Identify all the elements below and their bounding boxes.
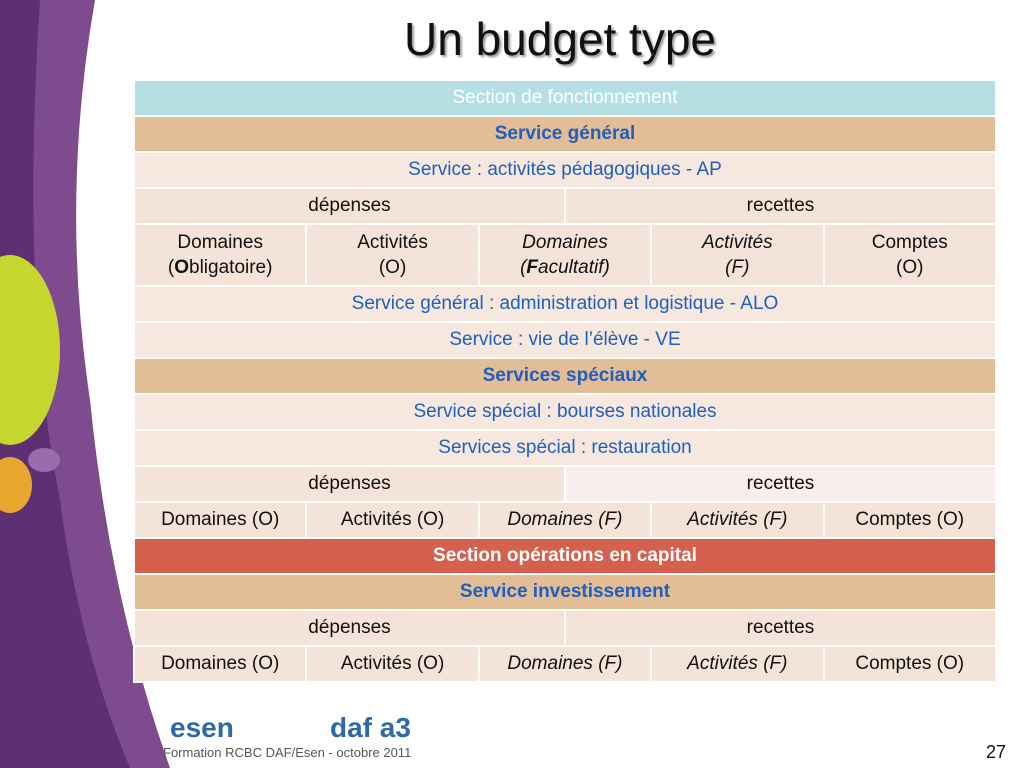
text-segment: bligatoire) — [189, 257, 273, 278]
text-segment: ( — [520, 257, 527, 278]
table-row: dépenses recettes — [133, 465, 998, 503]
budget-table: Section de fonctionnement Service général… — [132, 79, 998, 683]
table-row: Domaines (O) Activités (O) Domaines (F) Act… — [132, 501, 997, 539]
table-row: dépenses recettes — [133, 187, 998, 225]
cell-line: (F) — [725, 257, 750, 278]
table-row: Service investissement — [133, 573, 997, 611]
table-row: Section opérations en capital — [133, 537, 997, 575]
table-cell: Comptes (O) — [822, 501, 997, 539]
table-cell: Domaines (F) — [477, 501, 653, 539]
table-cell: Domaines (Obligatoire) — [132, 223, 308, 287]
table-row: Section de fonctionnement — [133, 79, 997, 117]
table-cell: Activités (F) — [650, 501, 825, 539]
violet-dot — [28, 448, 60, 472]
table-row: Service : activités pédagogiques - AP — [133, 151, 997, 189]
table-cell: dépenses — [133, 465, 566, 503]
lime-circle — [0, 255, 60, 445]
table-row: Service spécial : bourses nationales — [133, 393, 997, 431]
text-segment: O — [174, 257, 190, 278]
cell-line: Comptes — [871, 232, 948, 253]
table-row: dépenses recettes — [133, 609, 998, 647]
table-row: Service général — [133, 115, 997, 153]
table-cell: Services spécial : restauration — [133, 429, 997, 467]
text-segment: ( — [167, 257, 175, 278]
table-cell: dépenses — [133, 187, 566, 225]
table-cell: Section de fonctionnement — [133, 79, 997, 117]
table-row: Services spéciaux — [133, 357, 997, 395]
table-cell: Activités (O) — [305, 223, 480, 287]
table-cell: Comptes (O) — [822, 223, 997, 287]
text-segment: F — [526, 257, 538, 278]
table-cell: Domaines (O) — [132, 501, 308, 539]
logo-daf: daf a3 — [330, 712, 411, 743]
table-cell: Domaines (F) — [477, 645, 653, 683]
cell-line: Domaines — [177, 232, 263, 253]
table-cell: Section opérations en capital — [133, 537, 997, 575]
table-cell: Activités (F) — [650, 645, 825, 683]
cell-line: Activités — [357, 232, 428, 253]
table-row: Service : vie de l’élève - VE — [133, 321, 997, 359]
table-row: Domaines (O) Activités (O) Domaines (F) Act… — [132, 645, 997, 683]
orange-circle — [0, 457, 32, 513]
table-cell: Service investissement — [133, 573, 997, 611]
cell-line: (O) — [896, 257, 924, 278]
table-cell: recettes — [563, 187, 998, 225]
cell-line: Activités — [701, 232, 773, 253]
table-cell: Service : activités pédagogiques - AP — [133, 151, 997, 189]
table-cell: Activités (O) — [305, 645, 480, 683]
table-cell: Activités (F) — [650, 223, 825, 287]
table-cell: recettes — [563, 609, 998, 647]
table-cell: Services spéciaux — [133, 357, 997, 395]
table-row: Services spécial : restauration — [133, 429, 997, 467]
table-cell: dépenses — [133, 609, 566, 647]
table-cell: Domaines (Facultatif) — [477, 223, 653, 287]
cell-line: Domaines — [522, 232, 608, 253]
cell-line: (Facultatif) — [480, 255, 650, 280]
logo-esen: esen — [170, 712, 234, 743]
table-cell: Comptes (O) — [822, 645, 997, 683]
table-row: Domaines (Obligatoire) Activités (O) Domaine… — [132, 223, 997, 287]
slide-title: Un budget type — [403, 13, 716, 65]
table-cell: Service général — [133, 115, 997, 153]
purple-band-dark — [0, 0, 130, 768]
cell-line: (Obligatoire) — [135, 255, 305, 280]
table-cell: recettes — [563, 465, 998, 503]
cell-line: (O) — [378, 257, 407, 278]
table-row: Service général : administration et logi… — [133, 285, 997, 323]
footer-text: Formation RCBC DAF/Esen - octobre 2011 — [163, 745, 412, 760]
text-segment: acultatif) — [538, 257, 610, 278]
table-cell: Activités (O) — [305, 501, 480, 539]
table-cell: Service spécial : bourses nationales — [133, 393, 997, 431]
table-cell: Domaines (O) — [132, 645, 308, 683]
page-number: 27 — [985, 742, 1006, 762]
table-cell: Service général : administration et logi… — [133, 285, 997, 323]
table-cell: Service : vie de l’élève - VE — [133, 321, 997, 359]
